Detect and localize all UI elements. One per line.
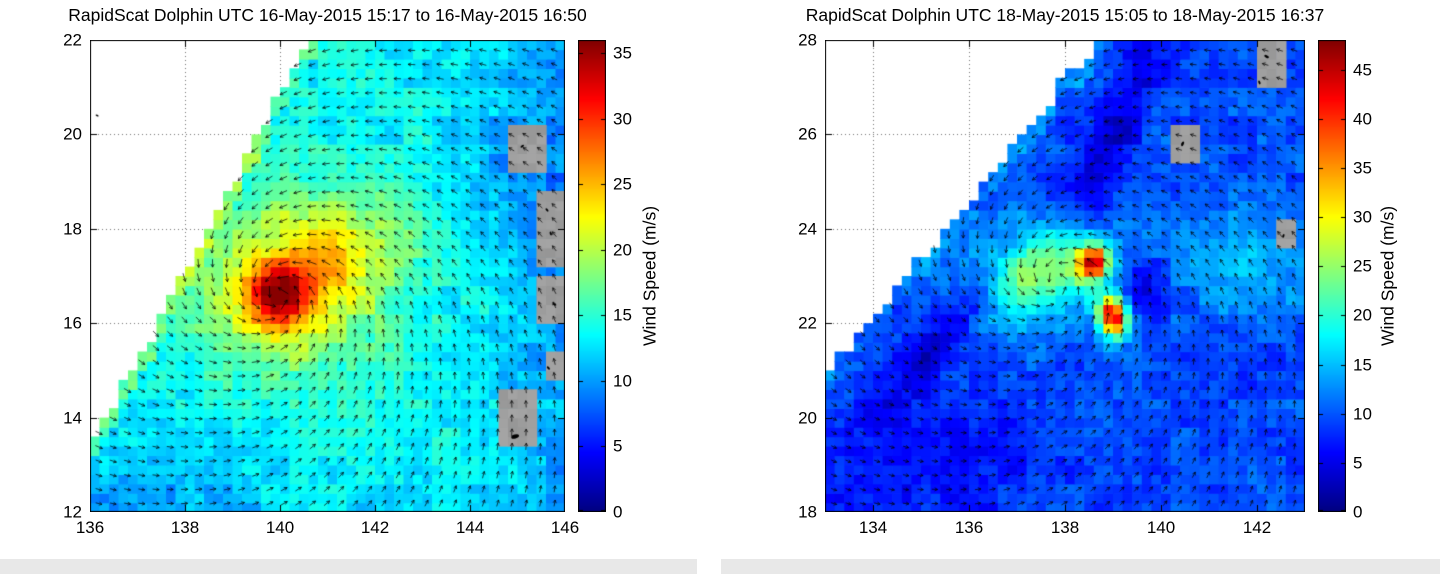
y-tick-label: 20 xyxy=(63,124,82,144)
y-tick-label: 20 xyxy=(798,408,817,428)
x-tick-label: 140 xyxy=(1146,518,1176,537)
colorbar-tick-label: 45 xyxy=(1353,60,1372,79)
chart-title: RapidScat Dolphin UTC 16-May-2015 15:17 … xyxy=(68,5,587,25)
x-tick-label: 136 xyxy=(75,518,105,537)
y-tick-label: 18 xyxy=(798,502,817,522)
y-tick-label: 12 xyxy=(63,502,82,522)
colorbar-tick-label: 25 xyxy=(613,174,632,194)
colorbar-tick-label: 35 xyxy=(613,43,632,63)
colorbar-tick-label: 20 xyxy=(1353,305,1372,325)
footer-strip xyxy=(721,559,1440,574)
wind-map-panel-right: RapidScat Dolphin UTC 18-May-2015 15:05 … xyxy=(720,0,1440,574)
x-tick-label: 134 xyxy=(858,518,888,537)
x-tick-label: 146 xyxy=(550,518,580,537)
colorbar-axis-label: Wind Speed (m/s) xyxy=(639,205,660,347)
footer-strip xyxy=(0,559,697,574)
colorbar-tick-label: 10 xyxy=(1353,404,1372,424)
y-tick-label: 18 xyxy=(63,219,82,239)
colorbar-tick-label: 5 xyxy=(613,436,623,456)
x-tick-label: 140 xyxy=(265,518,295,537)
x-tick-label: 142 xyxy=(1242,518,1272,537)
x-tick-label: 136 xyxy=(954,518,984,537)
y-tick-label: 24 xyxy=(798,219,817,239)
y-tick-label: 28 xyxy=(798,30,817,50)
y-tick-label: 22 xyxy=(63,30,82,50)
colorbar-tick-label: 15 xyxy=(1353,355,1372,374)
colorbar-tick-label: 40 xyxy=(1353,109,1372,129)
colorbar-tick-label: 25 xyxy=(1353,256,1372,276)
y-tick-label: 22 xyxy=(798,313,817,333)
colorbar-tick-label: 35 xyxy=(1353,158,1372,178)
colorbar-tick-label: 30 xyxy=(613,109,632,129)
colorbar-tick-label: 0 xyxy=(1353,502,1363,522)
colorbar-tick-label: 30 xyxy=(1353,207,1372,227)
colorbar-tick-label: 5 xyxy=(1353,453,1363,473)
y-tick-label: 26 xyxy=(798,124,817,144)
x-tick-label: 138 xyxy=(170,518,200,537)
y-tick-label: 16 xyxy=(63,313,82,333)
colorbar-gradient xyxy=(1318,40,1346,512)
colorbar-tick-label: 10 xyxy=(613,371,632,391)
colorbar-axis-label: Wind Speed (m/s) xyxy=(1377,205,1398,347)
colorbar-tick-label: 15 xyxy=(613,305,632,325)
colorbar-gradient xyxy=(578,40,606,512)
x-tick-label: 144 xyxy=(455,518,485,537)
wind-map-canvas xyxy=(90,40,565,512)
x-tick-label: 142 xyxy=(360,518,390,537)
wind-map-canvas xyxy=(825,40,1305,512)
wind-map-panel-left: RapidScat Dolphin UTC 16-May-2015 15:17 … xyxy=(63,5,660,537)
colorbar-tick-label: 20 xyxy=(613,240,632,260)
chart-title: RapidScat Dolphin UTC 18-May-2015 15:05 … xyxy=(805,5,1325,25)
colorbar-tick-label: 0 xyxy=(613,502,623,522)
y-tick-label: 14 xyxy=(63,408,82,428)
x-tick-label: 138 xyxy=(1050,518,1080,537)
